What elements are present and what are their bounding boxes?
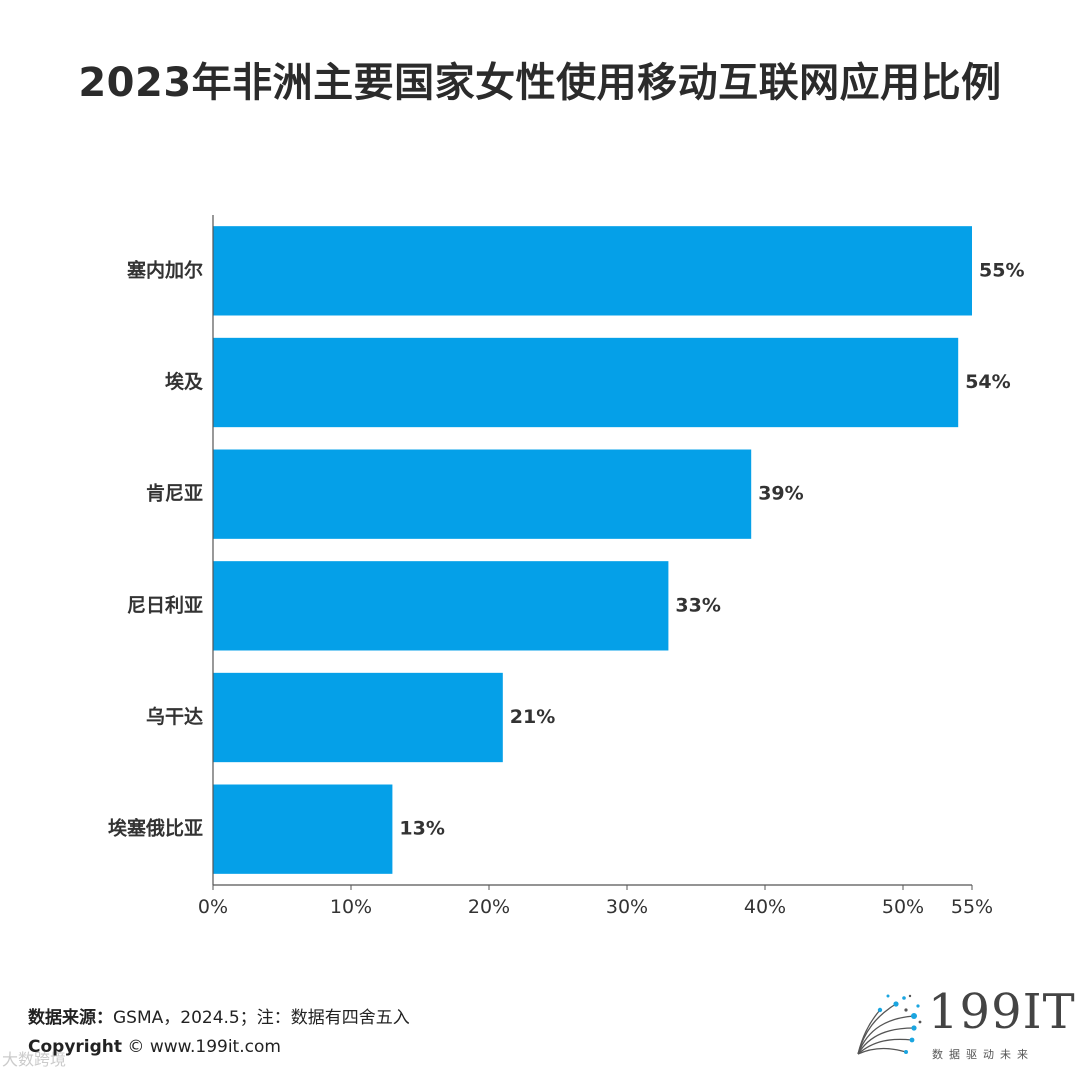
copyright-label: Copyright bbox=[28, 1037, 123, 1057]
tick-labels: 0% 10% 20% 30% 40% 50% 55% bbox=[198, 896, 993, 918]
value-label-5: 13% bbox=[399, 818, 444, 840]
source-note: 数据来源：GSMA，2024.5；注：数据有四舍五入 bbox=[28, 1003, 410, 1028]
source-label: 数据来源： bbox=[28, 1008, 113, 1028]
watermark: 大数跨境 bbox=[2, 1050, 67, 1069]
x-tick-label-0: 0% bbox=[198, 896, 228, 918]
copyright-text: © www.199it.com bbox=[127, 1037, 281, 1057]
x-tick-label-4: 40% bbox=[744, 896, 786, 918]
bar-5 bbox=[213, 784, 393, 874]
x-tick-label-2: 20% bbox=[468, 896, 510, 918]
value-labels: 55% 54% 39% 33% 21% 13% bbox=[399, 259, 1024, 839]
category-label-2: 肯尼亚 bbox=[146, 482, 203, 505]
category-label-4: 乌干达 bbox=[146, 705, 203, 728]
bar-2 bbox=[213, 449, 752, 539]
value-label-0: 55% bbox=[979, 259, 1024, 281]
axes-group bbox=[212, 215, 973, 890]
value-label-3: 33% bbox=[675, 594, 720, 616]
logo-199it: 199IT 数据驱动未来 bbox=[848, 984, 1075, 1068]
x-tick-label-3: 30% bbox=[606, 896, 648, 918]
x-tick-label-6: 55% bbox=[951, 896, 993, 918]
category-label-5: 埃塞俄比亚 bbox=[108, 817, 203, 840]
x-tick-label-5: 50% bbox=[882, 896, 924, 918]
value-label-4: 21% bbox=[510, 706, 555, 728]
bar-3 bbox=[213, 561, 669, 651]
bars-group bbox=[213, 226, 972, 874]
bar-1 bbox=[213, 337, 959, 428]
bar-0 bbox=[213, 226, 972, 316]
logo-tagline: 数据驱动未来 bbox=[932, 1048, 1034, 1061]
bar-4 bbox=[213, 672, 503, 763]
value-label-1: 54% bbox=[965, 371, 1010, 393]
category-label-0: 塞内加尔 bbox=[127, 258, 203, 281]
logo-mark-icon bbox=[857, 994, 922, 1055]
value-label-2: 39% bbox=[758, 483, 803, 505]
source-text: GSMA，2024.5；注：数据有四舍五入 bbox=[113, 1008, 410, 1028]
x-tick-label-1: 10% bbox=[330, 896, 372, 918]
copyright-note: Copyright © www.199it.com bbox=[28, 1037, 281, 1057]
logo-text: 199IT bbox=[928, 984, 1076, 1040]
category-label-1: 埃及 bbox=[165, 370, 204, 393]
category-label-3: 尼日利亚 bbox=[127, 594, 203, 616]
chart-title: 2023年非洲主要国家女性使用移动互联网应用比例 bbox=[78, 60, 1002, 106]
